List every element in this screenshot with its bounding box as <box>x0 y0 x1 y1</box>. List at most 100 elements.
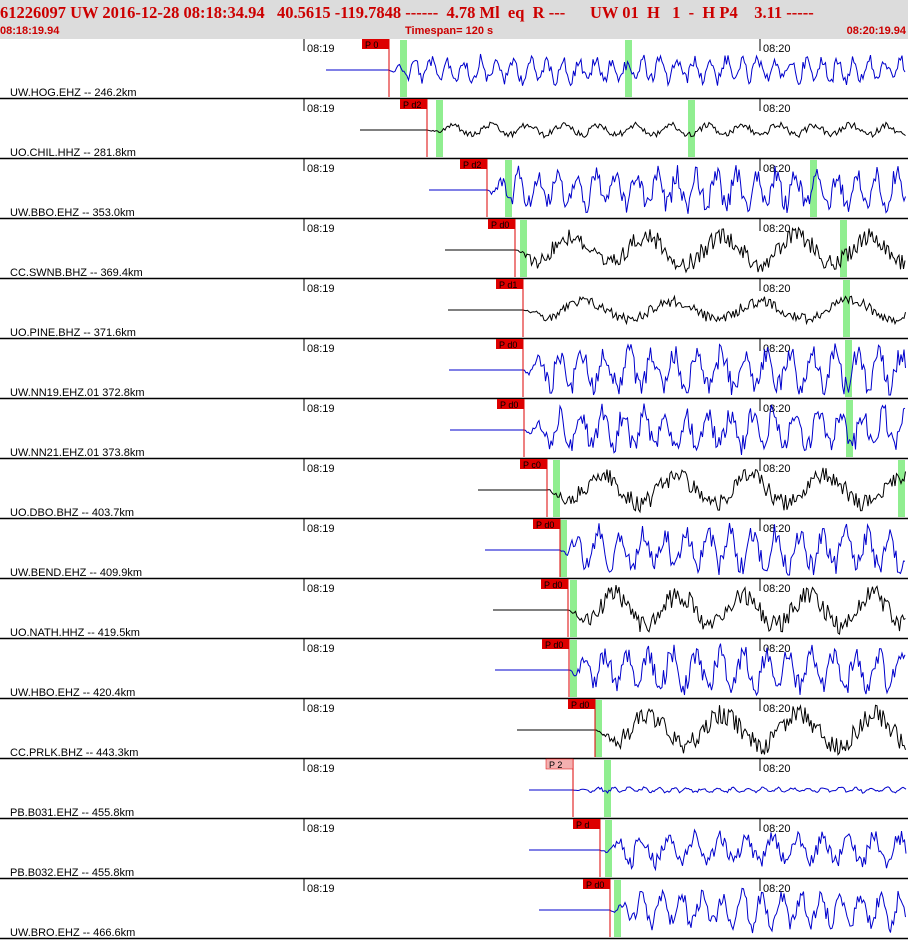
analysis-window <box>898 460 905 517</box>
station-label: UW.NN19.EHZ.01 372.8km <box>10 387 145 399</box>
trace-row[interactable]: 08:19 08:20 P d2 UO.CHIL.HHZ -- 281.8km <box>0 99 908 160</box>
station-label: UO.DBO.BHZ -- 403.7km <box>10 507 134 519</box>
trace-row[interactable]: 08:19 08:20 P d0 CC.SWNB.BHZ -- 369.4km <box>0 219 908 280</box>
time-label: 08:19 <box>307 703 335 715</box>
waveform <box>539 887 906 934</box>
waveform <box>429 165 906 214</box>
trace-row[interactable]: 08:19 08:20 P d0 UW.NN19.EHZ.01 372.8km <box>0 339 908 400</box>
analysis-window <box>625 40 632 97</box>
time-label: 08:20 <box>763 403 791 415</box>
analysis-window <box>595 700 602 757</box>
trace-row[interactable]: 08:19 08:20 P 0 UW.HOG.EHZ -- 246.2km <box>0 39 908 100</box>
station-label: UW.BBO.EHZ -- 353.0km <box>10 207 135 219</box>
pick-flag[interactable] <box>496 339 523 349</box>
pick-flag[interactable] <box>362 39 389 49</box>
timespan-label: Timespan= 120 s <box>405 25 494 37</box>
pick-label: P 2 <box>549 760 562 770</box>
analysis-window <box>570 640 577 697</box>
station-label: UW.BEND.EHZ -- 409.9km <box>10 567 142 579</box>
pick-label: P d0 <box>499 340 517 350</box>
station-label: UO.NATH.HHZ -- 419.5km <box>10 627 140 639</box>
waveform <box>517 703 906 756</box>
station-label: CC.PRLK.BHZ -- 443.3km <box>10 747 138 759</box>
station-label: UW.HBO.EHZ -- 420.4km <box>10 687 135 699</box>
station-label: PB.B032.EHZ -- 455.8km <box>10 867 134 879</box>
pick-flag[interactable] <box>542 639 569 649</box>
time-label: 08:19 <box>307 163 335 175</box>
trace-row[interactable]: 08:19 08:20 P d PB.B032.EHZ -- 455.8km <box>0 819 908 880</box>
waveform <box>493 585 906 636</box>
time-label: 08:19 <box>307 43 335 55</box>
time-label: 08:19 <box>307 343 335 355</box>
trace-row[interactable]: 08:19 08:20 P d0 UW.BEND.EHZ -- 409.9km <box>0 519 908 580</box>
station-label: UO.CHIL.HHZ -- 281.8km <box>10 147 136 159</box>
trace-row[interactable]: 08:19 08:20 P c0 UO.DBO.BHZ -- 403.7km <box>0 459 908 520</box>
station-label: UW.NN21.EHZ.01 373.8km <box>10 447 145 459</box>
end-time: 08:20:19.94 <box>846 25 906 37</box>
time-label: 08:19 <box>307 583 335 595</box>
trace-row[interactable]: 08:19 08:20 P d0 UW.BRO.EHZ -- 466.6km <box>0 879 908 940</box>
pick-flag[interactable] <box>583 879 610 889</box>
time-label: 08:19 <box>307 223 335 235</box>
pick-label: P d2 <box>403 100 421 110</box>
pick-flag[interactable] <box>573 819 600 829</box>
waveform <box>449 343 906 396</box>
time-label: 08:20 <box>763 583 791 595</box>
station-label: UO.PINE.BHZ -- 371.6km <box>10 327 136 339</box>
time-label: 08:20 <box>763 763 791 775</box>
analysis-window <box>520 220 527 277</box>
trace-row[interactable]: 08:19 08:20 P d0 UO.NATH.HHZ -- 419.5km <box>0 579 908 640</box>
waveform <box>529 828 907 872</box>
analysis-window <box>570 580 577 637</box>
pick-flag[interactable] <box>488 219 515 229</box>
time-label: 08:20 <box>763 883 791 895</box>
time-label: 08:20 <box>763 643 791 655</box>
pick-flag[interactable] <box>545 758 574 770</box>
time-label: 08:20 <box>763 703 791 715</box>
pick-label: P d1 <box>499 280 517 290</box>
pick-flag[interactable] <box>520 459 547 469</box>
time-label: 08:20 <box>763 823 791 835</box>
trace-row[interactable]: 08:19 08:20 P d0 UW.NN21.EHZ.01 373.8km <box>0 399 908 460</box>
pick-flag[interactable] <box>400 99 427 109</box>
trace-row[interactable]: 08:19 08:20 P d1 UO.PINE.BHZ -- 371.6km <box>0 279 908 340</box>
pick-label: P d <box>576 820 589 830</box>
station-label: PB.B031.EHZ -- 455.8km <box>10 807 134 819</box>
time-label: 08:20 <box>763 283 791 295</box>
pick-flag[interactable] <box>496 279 523 289</box>
pick-flag[interactable] <box>541 579 568 589</box>
pick-flag[interactable] <box>533 519 560 529</box>
analysis-window <box>505 160 512 217</box>
header-bar: 61226097 UW 2016-12-28 08:18:34.94 40.56… <box>0 0 908 39</box>
pick-label: P d0 <box>545 640 563 650</box>
time-label: 08:20 <box>763 343 791 355</box>
analysis-window <box>846 400 853 457</box>
pick-label: P d0 <box>536 520 554 530</box>
trace-row[interactable]: 08:19 08:20 P d2 UW.BBO.EHZ -- 353.0km <box>0 159 908 220</box>
pick-label: P d0 <box>491 220 509 230</box>
pick-flag[interactable] <box>497 399 524 409</box>
analysis-window <box>605 820 612 877</box>
pick-label: P d0 <box>586 880 604 890</box>
pick-flag[interactable] <box>568 699 595 709</box>
pick-label: P 0 <box>365 40 378 50</box>
time-label: 08:20 <box>763 523 791 535</box>
waveform <box>448 294 906 326</box>
analysis-window <box>400 40 407 97</box>
analysis-window <box>840 220 847 277</box>
analysis-window <box>845 340 852 397</box>
time-label: 08:19 <box>307 523 335 535</box>
trace-row[interactable]: 08:19 08:20 P 2 PB.B031.EHZ -- 455.8km <box>0 758 908 820</box>
waveform <box>326 53 906 87</box>
pick-label: P d0 <box>544 580 562 590</box>
pick-flag[interactable] <box>460 159 487 169</box>
time-label: 08:20 <box>763 43 791 55</box>
time-label: 08:19 <box>307 463 335 475</box>
trace-row[interactable]: 08:19 08:20 P d0 UW.HBO.EHZ -- 420.4km <box>0 639 908 700</box>
pick-label: P d0 <box>500 400 518 410</box>
station-label: CC.SWNB.BHZ -- 369.4km <box>10 267 143 279</box>
event-title: 61226097 UW 2016-12-28 08:18:34.94 40.56… <box>0 3 814 22</box>
time-label: 08:20 <box>763 163 791 175</box>
trace-row[interactable]: 08:19 08:20 P d0 CC.PRLK.BHZ -- 443.3km <box>0 699 908 760</box>
